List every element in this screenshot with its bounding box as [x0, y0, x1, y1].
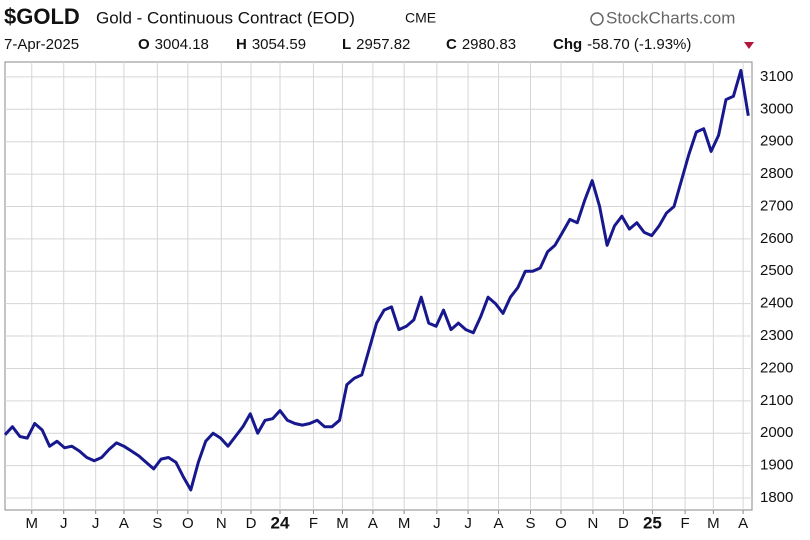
- y-tick-label: 1800: [760, 489, 793, 506]
- x-tick-label: 24: [271, 513, 290, 532]
- x-tick-label: A: [738, 515, 748, 532]
- x-tick-label: D: [618, 515, 629, 532]
- x-tick-label: J: [433, 515, 441, 532]
- grid: [5, 62, 752, 514]
- x-tick-label: O: [182, 515, 194, 532]
- x-tick-label: A: [119, 515, 129, 532]
- x-tick-label: M: [26, 515, 39, 532]
- x-tick-label: S: [525, 515, 535, 532]
- x-tick-label: A: [494, 515, 504, 532]
- quote-label: L: [342, 36, 351, 53]
- quote-value: 3004.18: [155, 36, 209, 53]
- x-tick-label: A: [368, 515, 378, 532]
- exchange: CME: [405, 10, 436, 26]
- x-tick-label: N: [216, 515, 227, 532]
- quote-value: 2957.82: [356, 36, 410, 53]
- y-tick-label: 2000: [760, 424, 793, 441]
- x-tick-label: 25: [643, 513, 662, 532]
- y-tick-label: 2800: [760, 165, 793, 182]
- y-tick-label: 2200: [760, 359, 793, 376]
- x-tick-label: J: [464, 515, 472, 532]
- x-tick-label: M: [336, 515, 349, 532]
- quote-value: -58.70 (-1.93%): [587, 36, 691, 53]
- y-tick-label: 2700: [760, 197, 793, 214]
- source: StockCharts.com: [606, 8, 735, 27]
- y-tick-label: 2100: [760, 392, 793, 409]
- y-tick-label: 2900: [760, 133, 793, 150]
- labels: 1800 1900 2000 2100 2200 2300 2400 2500 2600 2700…: [26, 68, 794, 533]
- x-tick-label: F: [309, 515, 318, 532]
- y-tick-label: 3100: [760, 68, 793, 85]
- x-tick-label: J: [92, 515, 100, 532]
- x-tick-label: F: [681, 515, 690, 532]
- quote: O 3004.18 H 3054.59 L 2957.82 C 2980.83 Chg -58.7…: [138, 36, 691, 53]
- y-tick-label: 2600: [760, 230, 793, 247]
- x-tick-label: N: [588, 515, 599, 532]
- quote-label: O: [138, 36, 150, 53]
- price-line: [3, 68, 750, 492]
- y-tick-label: 3000: [760, 100, 793, 117]
- plot: [3, 68, 750, 492]
- x-tick-label: D: [246, 515, 257, 532]
- logo: [590, 12, 604, 26]
- date: 7-Apr-2025: [4, 36, 79, 53]
- down-arrow: [744, 42, 754, 49]
- x-tick-label: S: [152, 515, 162, 532]
- y-tick-label: 2400: [760, 295, 793, 312]
- subtitle: Gold - Continuous Contract (EOD): [96, 8, 355, 27]
- y-tick-label: 2500: [760, 262, 793, 279]
- y-tick-label: 1900: [760, 457, 793, 474]
- y-tick-label: 2300: [760, 327, 793, 344]
- quote-label: C: [446, 36, 457, 53]
- quote-label: Chg: [553, 36, 582, 53]
- plot-frame: [4, 61, 753, 511]
- x-tick-label: M: [398, 515, 411, 532]
- x-tick-label: M: [707, 515, 720, 532]
- quote-label: H: [236, 36, 247, 53]
- symbol: $GOLD: [4, 4, 80, 29]
- x-tick-label: J: [60, 515, 68, 532]
- quote-value: 2980.83: [462, 36, 516, 53]
- x-tick-label: O: [555, 515, 567, 532]
- quote-value: 3054.59: [252, 36, 306, 53]
